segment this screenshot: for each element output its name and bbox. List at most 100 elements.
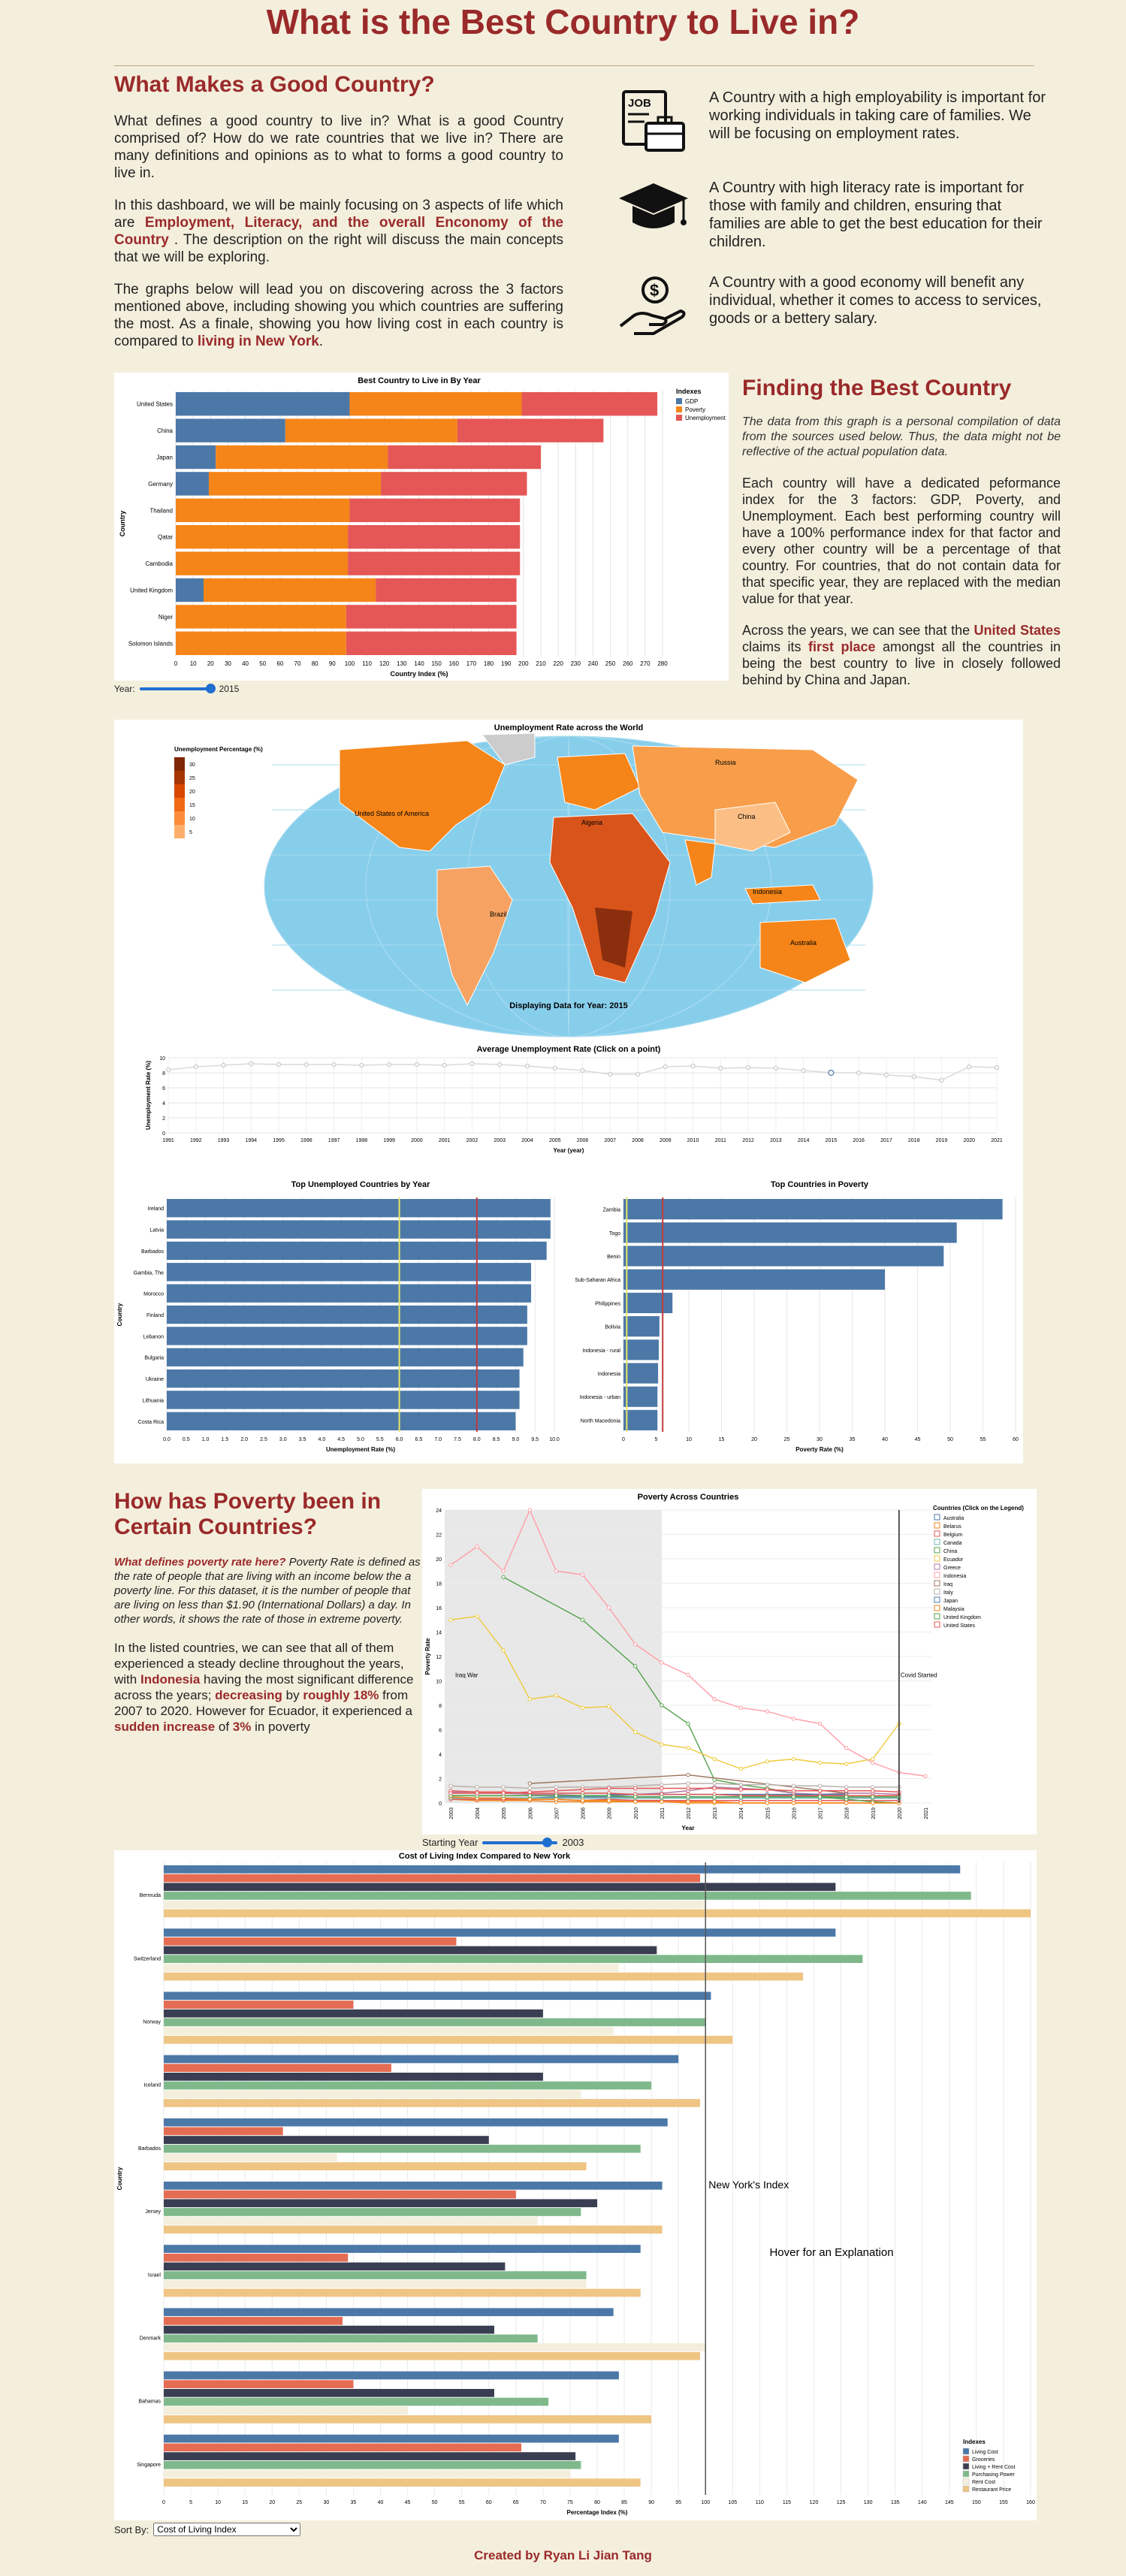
year-point[interactable] (967, 1064, 972, 1070)
bar-rent-cost (164, 2280, 587, 2288)
x-tick-label: 2004 (521, 1138, 533, 1143)
year-point[interactable] (442, 1062, 447, 1068)
series-point (527, 1508, 533, 1512)
year-point[interactable] (249, 1061, 254, 1067)
bar-living-cost (164, 2182, 663, 2190)
best-country-chart[interactable]: Best Country to Live in By Year 0 10 20 30 40… (114, 373, 729, 681)
map-legend-swatch (174, 825, 185, 838)
intro-heading: What Makes a Good Country? (114, 72, 435, 97)
poverty-chart[interactable]: Poverty Across Countries0246810121416182… (422, 1489, 1037, 1835)
x-tick-label: 2011 (715, 1138, 726, 1143)
x-tick-label: 50 (947, 1437, 953, 1442)
bar-poverty (176, 631, 346, 655)
category-label: Barbados (141, 1249, 164, 1255)
year-point[interactable] (635, 1071, 641, 1077)
y-tick-label: 6 (439, 1729, 442, 1734)
legend-label: Belgium (943, 1533, 962, 1538)
annotation-label: Iraq War (455, 1672, 478, 1679)
legend-swatch[interactable] (934, 1530, 940, 1537)
unemployment-panel: Unemployment Rate across the World Russia… (114, 720, 1023, 1463)
intro-text: What defines a good country to live in? … (114, 113, 563, 350)
year-point[interactable] (524, 1063, 530, 1069)
reference-label: New York's Index (708, 2179, 789, 2191)
bar (623, 1199, 1003, 1220)
best-text: The data from this graph is a personal c… (742, 415, 1061, 688)
year-point[interactable] (221, 1062, 226, 1068)
year-point[interactable] (911, 1074, 916, 1080)
series-point (871, 1789, 875, 1793)
year-point[interactable] (994, 1065, 1000, 1071)
year-point[interactable] (497, 1062, 503, 1068)
legend-swatch[interactable] (934, 1596, 940, 1603)
legend-swatch[interactable] (934, 1580, 940, 1587)
x-tick-label: 2017 (819, 1807, 824, 1820)
year-point[interactable] (359, 1062, 364, 1068)
annotation-label: Covid Started (901, 1672, 937, 1679)
bar-groceries (164, 2127, 283, 2136)
year-point[interactable] (856, 1070, 862, 1076)
legend-swatch (962, 2463, 970, 2470)
chart-title: Best Country to Live in By Year (358, 376, 481, 385)
year-slider[interactable] (139, 684, 216, 694)
series-point (606, 1605, 611, 1610)
bar (167, 1241, 547, 1261)
bar-rent-cost (164, 1900, 706, 1909)
world-map[interactable]: Unemployment Rate across the World Russia… (114, 720, 1023, 1038)
year-point[interactable] (690, 1063, 696, 1069)
sort-select[interactable]: Cost of Living Index (153, 2523, 301, 2536)
best-heading: Finding the Best Country (742, 376, 1012, 400)
legend-swatch[interactable] (934, 1522, 940, 1529)
x-tick-label: 70 (294, 660, 301, 667)
cost-of-living-chart[interactable]: Cost of Living Index Compared to New Yor… (114, 1850, 1037, 2520)
year-point[interactable] (165, 1067, 171, 1073)
legend-swatch[interactable] (934, 1563, 940, 1570)
legend-swatch[interactable] (934, 1547, 940, 1554)
legend-swatch (962, 2448, 970, 2455)
year-point[interactable] (469, 1061, 475, 1067)
year-point[interactable] (303, 1062, 309, 1068)
category-label: Denmark (140, 2336, 162, 2342)
legend-swatch[interactable] (934, 1605, 940, 1611)
year-point[interactable] (939, 1077, 944, 1083)
start-year-slider[interactable] (482, 1837, 558, 1848)
year-point[interactable] (773, 1065, 778, 1071)
year-point[interactable] (276, 1062, 282, 1068)
selected-year-point[interactable] (828, 1069, 835, 1077)
year-point[interactable] (414, 1062, 419, 1068)
legend-label: Indonesia (943, 1574, 966, 1579)
bar-purchasing-power (164, 2081, 652, 2090)
year-point[interactable] (663, 1064, 668, 1070)
bar-gdp (176, 392, 350, 416)
chart-title: Top Countries in Poverty (771, 1180, 869, 1189)
year-point[interactable] (883, 1072, 889, 1078)
year-point[interactable] (387, 1062, 392, 1068)
legend-swatch[interactable] (934, 1588, 940, 1595)
intro-highlight-aspects: Employment, Literacy, and the overall En… (114, 215, 563, 248)
legend-swatch[interactable] (934, 1621, 940, 1628)
bar-living-cost (164, 2371, 619, 2380)
series-point (712, 1781, 717, 1786)
year-point[interactable] (331, 1062, 337, 1068)
year-point[interactable] (552, 1065, 557, 1071)
year-point[interactable] (745, 1065, 751, 1071)
year-point[interactable] (580, 1068, 585, 1074)
x-tick-label: 100 (345, 660, 355, 667)
series-point (633, 1642, 638, 1647)
year-point[interactable] (608, 1071, 613, 1077)
year-point[interactable] (718, 1065, 723, 1071)
x-tick-label: 2020 (898, 1807, 903, 1820)
avg-unemployment-chart[interactable]: Average Unemployment Rate (Click on a po… (114, 1043, 1023, 1163)
legend-swatch[interactable] (934, 1613, 940, 1620)
legend-swatch[interactable] (934, 1572, 940, 1578)
legend-swatch[interactable] (934, 1514, 940, 1521)
bar-groceries (164, 2064, 391, 2072)
legend-swatch[interactable] (934, 1555, 940, 1562)
bar-unemployment (348, 551, 521, 575)
year-point[interactable] (193, 1064, 198, 1070)
series-point (660, 1782, 664, 1787)
legend-swatch[interactable] (934, 1539, 940, 1545)
cost-of-living-panel: Cost of Living Index Compared to New Yor… (114, 1850, 1037, 2520)
x-tick-label: 2010 (634, 1807, 639, 1820)
series-point (527, 1797, 533, 1801)
year-point[interactable] (801, 1068, 806, 1074)
